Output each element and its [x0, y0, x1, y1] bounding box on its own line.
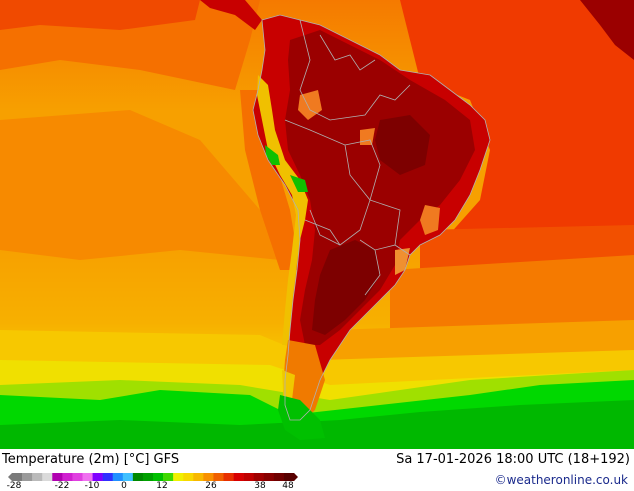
andes-green-1: [265, 145, 280, 165]
validity-time: Sa 17-01-2026 18:00 UTC (18+192): [396, 452, 630, 467]
temperature-color-scale: [8, 473, 298, 481]
scale-max-arrow: [294, 473, 298, 481]
scale-swatch: [243, 473, 255, 481]
scale-swatch: [253, 473, 265, 481]
scale-swatch: [213, 473, 224, 481]
scale-swatch: [52, 473, 63, 481]
scale-swatch: [203, 473, 214, 481]
scale-swatch: [32, 473, 43, 481]
scale-tick-label: 12: [156, 481, 168, 491]
land-orange-patch-3: [395, 248, 410, 275]
scale-tick-label: -22: [54, 481, 70, 491]
pacific-north-red: [0, 0, 200, 30]
scale-swatch: [233, 473, 244, 481]
pacific-orange-tongue: [0, 110, 280, 260]
scale-swatch: [62, 473, 73, 481]
central-america-land: [200, 0, 262, 30]
scale-swatch: [12, 473, 23, 481]
caribbean-islands: [580, 0, 634, 60]
scale-swatch: [22, 473, 33, 481]
scale-swatch: [142, 473, 154, 481]
tierra-del-fuego: [278, 395, 325, 440]
andes-yellow: [257, 75, 308, 345]
scale-swatch: [263, 473, 275, 481]
scale-tick-label: 26: [205, 481, 217, 491]
scale-swatch: [72, 473, 83, 481]
country-borders: [252, 14, 491, 421]
scale-tick-label: -28: [6, 481, 22, 491]
land-extreme-north: [375, 115, 430, 175]
scale-swatch: [92, 473, 103, 481]
scale-swatch: [163, 473, 174, 481]
copyright-link[interactable]: ©weatheronline.co.uk: [494, 473, 628, 487]
scale-tick-label: 48: [282, 481, 294, 491]
scale-swatch: [193, 473, 204, 481]
scale-tick-label: -10: [84, 481, 100, 491]
atlantic-red: [400, 0, 634, 250]
scale-swatch: [173, 473, 184, 481]
scale-swatch: [283, 473, 295, 481]
scale-tick-label: 0: [121, 481, 127, 491]
atlantic-orange: [390, 255, 634, 340]
scale-swatch: [132, 473, 144, 481]
scale-swatch: [223, 473, 234, 481]
scale-swatch: [183, 473, 194, 481]
scale-swatch: [153, 473, 164, 481]
temperature-map: [0, 0, 634, 449]
scale-swatch: [42, 473, 53, 481]
andes-green-2: [290, 175, 308, 192]
land-orange-patch-2: [420, 205, 440, 235]
scale-tick-label: 38: [254, 481, 266, 491]
scale-swatch: [102, 473, 114, 481]
map-title: Temperature (2m) [°C] GFS: [2, 452, 180, 467]
scale-swatch: [112, 473, 124, 481]
land-extreme: [312, 240, 380, 335]
scale-swatch: [82, 473, 93, 481]
map-footer: Temperature (2m) [°C] GFS Sa 17-01-2026 …: [0, 449, 634, 491]
pacific-east-warm: [240, 90, 300, 270]
scale-swatch: [273, 473, 285, 481]
scale-swatch: [122, 473, 134, 481]
scale-min-arrow: [8, 473, 12, 481]
land-orange-patch-4: [360, 128, 375, 145]
